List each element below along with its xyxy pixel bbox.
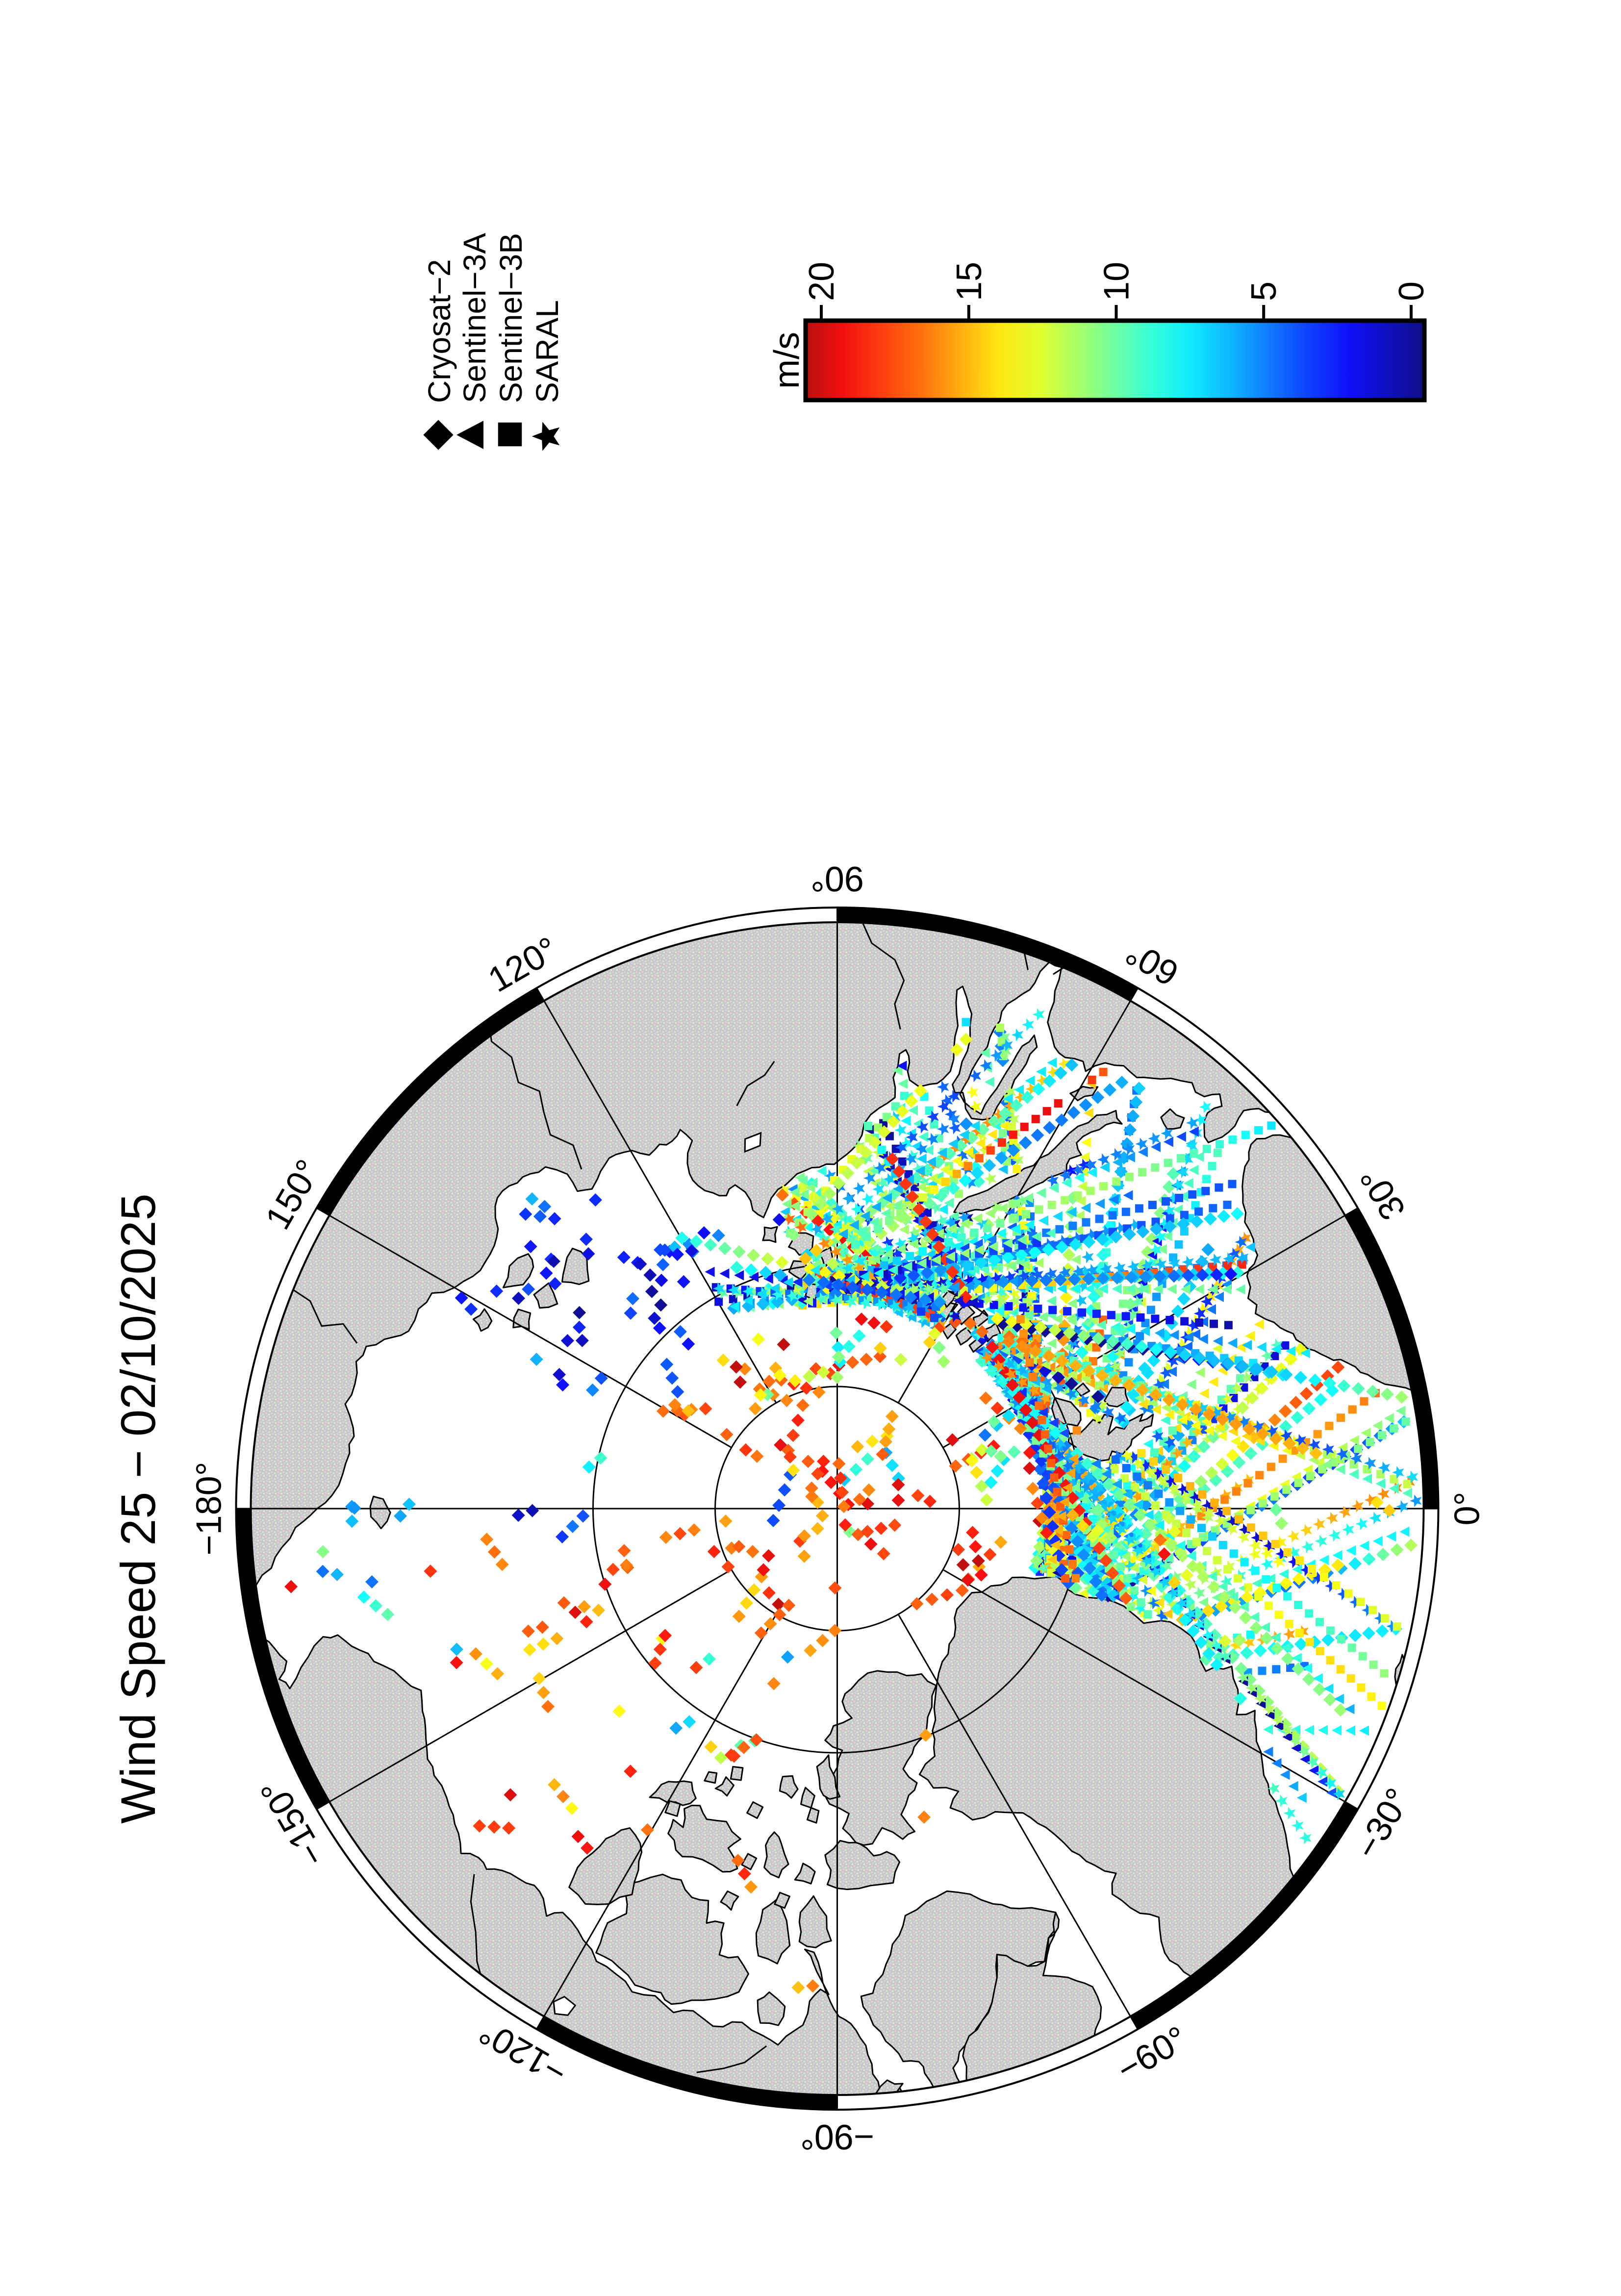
svg-text:−180°: −180° (190, 1462, 229, 1556)
svg-text:5: 5 (1244, 281, 1284, 301)
svg-text:90°: 90° (810, 859, 864, 898)
svg-text:0: 0 (1392, 281, 1431, 301)
svg-text:Sentinel−3B: Sentinel−3B (493, 233, 529, 403)
svg-text:Sentinel−3A: Sentinel−3A (457, 233, 492, 403)
svg-text:20: 20 (802, 262, 841, 301)
svg-text:m/s: m/s (767, 332, 807, 389)
svg-text:Wind Speed 25 − 02/10/2025: Wind Speed 25 − 02/10/2025 (111, 1193, 165, 1823)
svg-text:0°: 0° (1448, 1492, 1487, 1526)
svg-text:SARAL: SARAL (530, 300, 565, 403)
svg-text:Cryosat−2: Cryosat−2 (422, 259, 457, 403)
svg-text:10: 10 (1097, 262, 1137, 301)
svg-text:−90°: −90° (800, 2117, 874, 2156)
svg-text:15: 15 (950, 262, 989, 301)
